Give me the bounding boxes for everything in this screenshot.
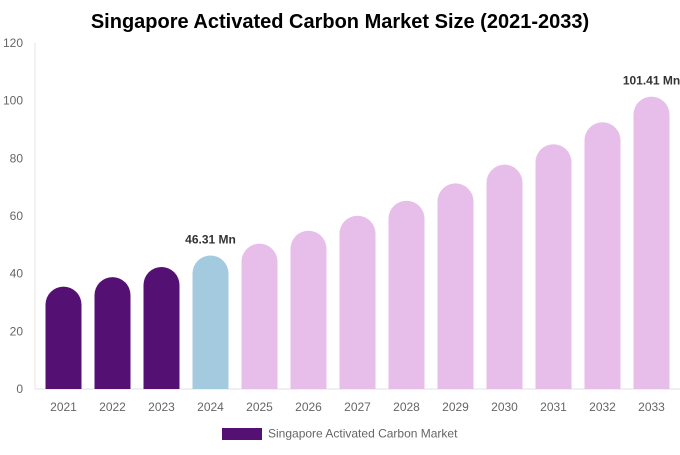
x-tick-label: 2026 bbox=[295, 400, 322, 414]
x-tick-label: 2021 bbox=[50, 400, 77, 414]
y-tick-label: 120 bbox=[3, 36, 23, 50]
y-tick-label: 100 bbox=[3, 94, 23, 108]
x-tick-label: 2027 bbox=[344, 400, 371, 414]
x-tick-label: 2029 bbox=[442, 400, 469, 414]
y-tick-label: 40 bbox=[10, 267, 24, 281]
x-tick-label: 2023 bbox=[148, 400, 175, 414]
legend-swatch bbox=[222, 428, 262, 440]
bar-2026 bbox=[290, 230, 327, 389]
bar-2028 bbox=[388, 200, 425, 389]
bar-2023 bbox=[143, 267, 180, 389]
y-tick-label: 60 bbox=[10, 209, 24, 223]
x-tick-label: 2033 bbox=[638, 400, 665, 414]
bar-2032 bbox=[584, 122, 621, 389]
bar-2025 bbox=[241, 243, 278, 389]
y-tick-label: 0 bbox=[16, 382, 23, 396]
bar-2029 bbox=[437, 183, 474, 389]
bar-2024 bbox=[192, 255, 229, 389]
y-tick-label: 80 bbox=[10, 151, 24, 165]
x-tick-label: 2030 bbox=[491, 400, 518, 414]
x-tick-label: 2032 bbox=[589, 400, 616, 414]
legend[interactable]: Singapore Activated Carbon Market bbox=[222, 427, 458, 441]
bar-2021 bbox=[45, 286, 82, 389]
chart-title: Singapore Activated Carbon Market Size (… bbox=[91, 11, 589, 33]
x-tick-label: 2028 bbox=[393, 400, 420, 414]
data-label-2024: 46.31 Mn bbox=[185, 232, 236, 246]
bar-2033 bbox=[633, 96, 670, 389]
bar-2022 bbox=[94, 277, 131, 389]
data-label-2033: 101.41 Mn bbox=[623, 74, 680, 88]
x-tick-label: 2025 bbox=[246, 400, 273, 414]
y-tick-label: 20 bbox=[10, 324, 24, 338]
bar-2031 bbox=[535, 144, 572, 389]
x-tick-label: 2031 bbox=[540, 400, 567, 414]
legend-label: Singapore Activated Carbon Market bbox=[268, 427, 458, 441]
bar-2027 bbox=[339, 215, 376, 389]
bar-2030 bbox=[486, 164, 523, 389]
x-tick-label: 2024 bbox=[197, 400, 224, 414]
x-tick-label: 2022 bbox=[99, 400, 126, 414]
